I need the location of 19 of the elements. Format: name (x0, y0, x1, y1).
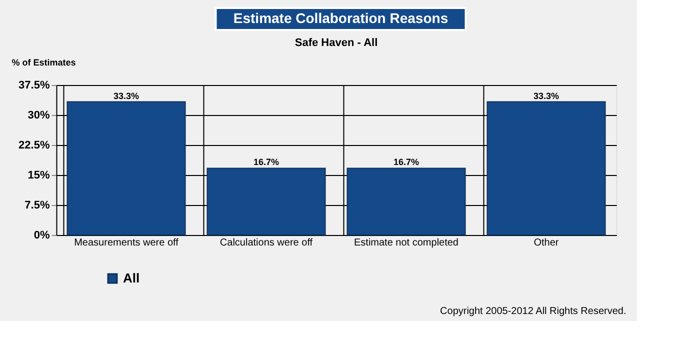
text: 33.3% (533, 90, 560, 101)
chart-subtitle: Safe Haven - All (294, 37, 378, 49)
y-tick-label: 0% (34, 230, 50, 242)
legend-label: All (123, 270, 140, 286)
x-tick-label: Other (534, 238, 560, 248)
x-tick-label: Calculations were off (220, 238, 313, 248)
text: 16.7% (253, 157, 280, 168)
x-tick-label: Estimate not completed (354, 238, 458, 248)
y-tick-label: 22.5% (18, 140, 50, 152)
y-tick-label: 15% (28, 170, 50, 182)
y-axis-title: % of Estimates (12, 58, 76, 68)
y-tick-label: 30% (28, 110, 50, 122)
y-tick-label: 7.5% (24, 200, 50, 212)
text: Copyright 2005-2012 All Rights Reserved. (440, 306, 626, 317)
x-tick-label: Measurements were off (74, 238, 179, 248)
text: 33.3% (113, 90, 140, 101)
chart-title: Estimate Collaboration Reasons (233, 10, 448, 26)
text: 16.7% (393, 157, 420, 168)
y-tick-label: 37.5% (18, 80, 50, 92)
